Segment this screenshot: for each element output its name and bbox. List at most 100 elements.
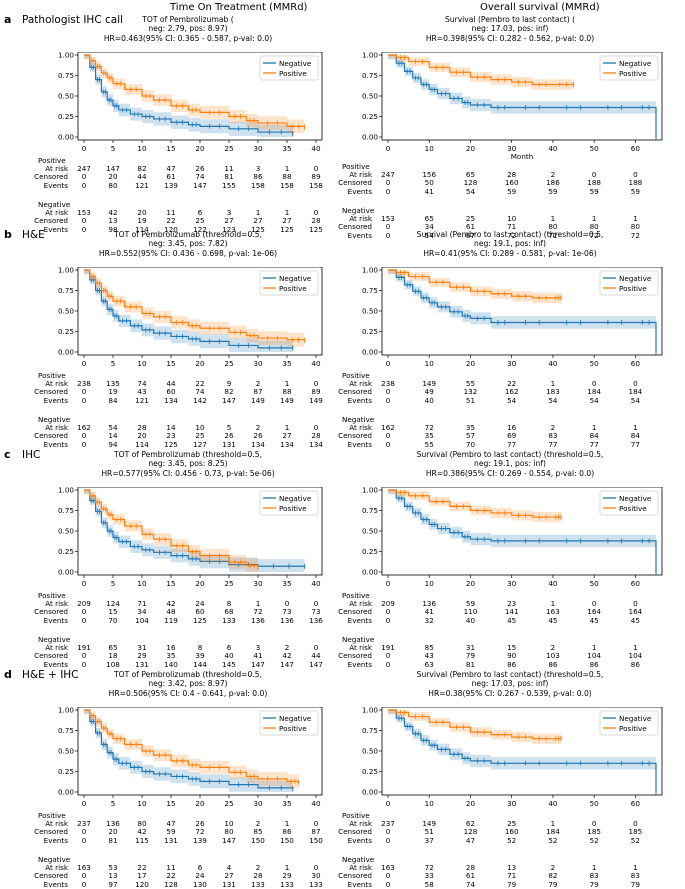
risk-row-label: At risk — [45, 164, 68, 173]
x-tick-label: 50 — [590, 579, 600, 588]
risk-value: 72 — [424, 863, 434, 872]
risk-value: 15 — [108, 607, 118, 617]
risk-value: 1 — [255, 208, 261, 217]
x-tick-label: 0 — [82, 144, 87, 153]
risk-value: 0 — [81, 439, 87, 449]
y-tick-label: 0.00 — [58, 788, 74, 797]
risk-value: 1 — [591, 423, 597, 432]
y-tick-label: 0.00 — [362, 348, 378, 357]
risk-value: 114 — [135, 224, 149, 234]
chart-title-line: HR=0.577(95% CI: 0.456 - 0.73, p-val: 5e… — [101, 468, 275, 478]
risk-value: 34 — [424, 222, 434, 232]
risk-value: 0 — [313, 599, 319, 608]
risk-row-label: Events — [347, 395, 372, 405]
risk-group-label: Positive — [38, 591, 66, 600]
risk-value: 59 — [507, 186, 517, 196]
y-tick-label: 1.00 — [58, 52, 74, 60]
risk-value: 54 — [507, 395, 517, 405]
x-tick-label: 20 — [466, 359, 476, 368]
risk-value: 43 — [424, 651, 434, 661]
chart-title-line: HR=0.552(95% CI: 0.436 - 0.698, p-val: 1… — [98, 248, 278, 258]
risk-value: 153 — [381, 214, 395, 223]
risk-group-label: Positive — [38, 371, 66, 380]
x-tick-label: 60 — [631, 579, 641, 588]
risk-value: 86 — [589, 659, 599, 669]
risk-value: 42 — [282, 651, 292, 661]
risk-value: 0 — [81, 615, 87, 625]
y-tick-label: 0.25 — [58, 112, 74, 121]
risk-value: 147 — [280, 659, 294, 669]
chart-title-line: TOT of Pembrolizumab (threshold=0.5, — [113, 670, 263, 679]
y-tick-label: 0.75 — [58, 506, 74, 515]
chart-title-line: neg: 19.1, pos: inf) — [474, 239, 546, 249]
risk-value: 133 — [222, 615, 236, 625]
legend-box — [599, 710, 659, 736]
risk-value: 147 — [106, 164, 120, 173]
km-line-negative — [84, 709, 294, 789]
ci-band-negative — [84, 710, 293, 792]
legend-positive-label: Positive — [279, 69, 307, 78]
risk-value: 71 — [137, 599, 147, 608]
risk-value: 80 — [108, 180, 118, 190]
chart-title-line: neg: 3.45, pos: 8.25) — [148, 459, 228, 469]
chart-title-line: Survival (Pembro to last contact) (thres… — [416, 230, 604, 239]
legend-box — [259, 55, 319, 81]
risk-value: 133 — [309, 879, 323, 889]
risk-row-label: Censored — [34, 827, 68, 837]
km-plot-b-right: 0.00 0.25 0.50 0.75 1.00 0 10 20 30 40 50 60 Negativ… — [362, 267, 663, 368]
risk-value: 139 — [164, 180, 178, 190]
column-header-os: Overall survival (MMRd) — [480, 2, 600, 13]
risk-row-label: At risk — [45, 863, 68, 872]
risk-row-label: Censored — [34, 651, 68, 661]
risk-value: 184 — [587, 387, 601, 397]
risk-value: 84 — [108, 395, 118, 405]
risk-value: 48 — [166, 607, 176, 617]
risk-value: 160 — [504, 178, 519, 188]
chart-title-d-right: Survival (Pembro to last contact) (thres… — [360, 670, 660, 698]
risk-value: 164 — [628, 607, 643, 617]
column-header-tot: Time On Treatment (MMRd) — [170, 2, 308, 13]
panel-letter-c: c — [4, 448, 11, 461]
risk-value: 0 — [81, 431, 87, 441]
km-plot-c-right: 0.00 0.25 0.50 0.75 1.00 0 10 20 30 40 50 60 Negativ… — [362, 487, 663, 588]
x-tick-label: 35 — [282, 359, 291, 368]
risk-value: 1 — [550, 379, 556, 388]
risk-value: 132 — [463, 387, 478, 397]
risk-value: 0 — [385, 659, 391, 669]
risk-value: 1 — [284, 863, 290, 872]
risk-value: 84 — [589, 431, 599, 441]
risk-group-label: Negative — [38, 855, 71, 864]
chart-title-d-left: TOT of Pembrolizumab (threshold=0.5, neg:… — [38, 670, 338, 698]
risk-value: 57 — [465, 431, 476, 441]
risk-value: 88 — [282, 172, 292, 182]
y-tick-label: 1.00 — [58, 267, 74, 275]
risk-value: 27 — [224, 216, 234, 226]
x-tick-label: 35 — [282, 579, 291, 588]
risk-value: 162 — [77, 423, 91, 432]
risk-value: 72 — [589, 230, 599, 240]
risk-value: 29 — [282, 871, 292, 881]
risk-value: 58 — [424, 879, 434, 889]
risk-row-label: Censored — [34, 172, 68, 182]
risk-group-label: Positive — [38, 811, 66, 820]
risk-value: 147 — [222, 395, 236, 405]
panel-label-d: H&E + IHC — [22, 669, 79, 681]
x-tick-label: 15 — [166, 359, 175, 368]
risk-value: 0 — [385, 615, 391, 625]
risk-value: 121 — [135, 180, 149, 190]
risk-value: 108 — [106, 659, 120, 669]
risk-value: 2 — [550, 863, 556, 872]
risk-value: 0 — [81, 387, 87, 397]
risk-value: 23 — [166, 431, 176, 441]
x-tick-label: 40 — [311, 579, 321, 588]
risk-value: 28 — [311, 431, 321, 441]
risk-row-label: Events — [43, 879, 68, 889]
risk-row-label: Events — [347, 615, 372, 625]
risk-value: 124 — [106, 599, 120, 608]
risk-value: 119 — [164, 615, 178, 625]
risk-value: 237 — [77, 819, 91, 828]
y-tick-label: 0.25 — [362, 112, 378, 121]
legend-positive-label: Positive — [279, 724, 307, 733]
risk-value: 71 — [507, 871, 517, 881]
risk-value: 104 — [135, 615, 149, 625]
